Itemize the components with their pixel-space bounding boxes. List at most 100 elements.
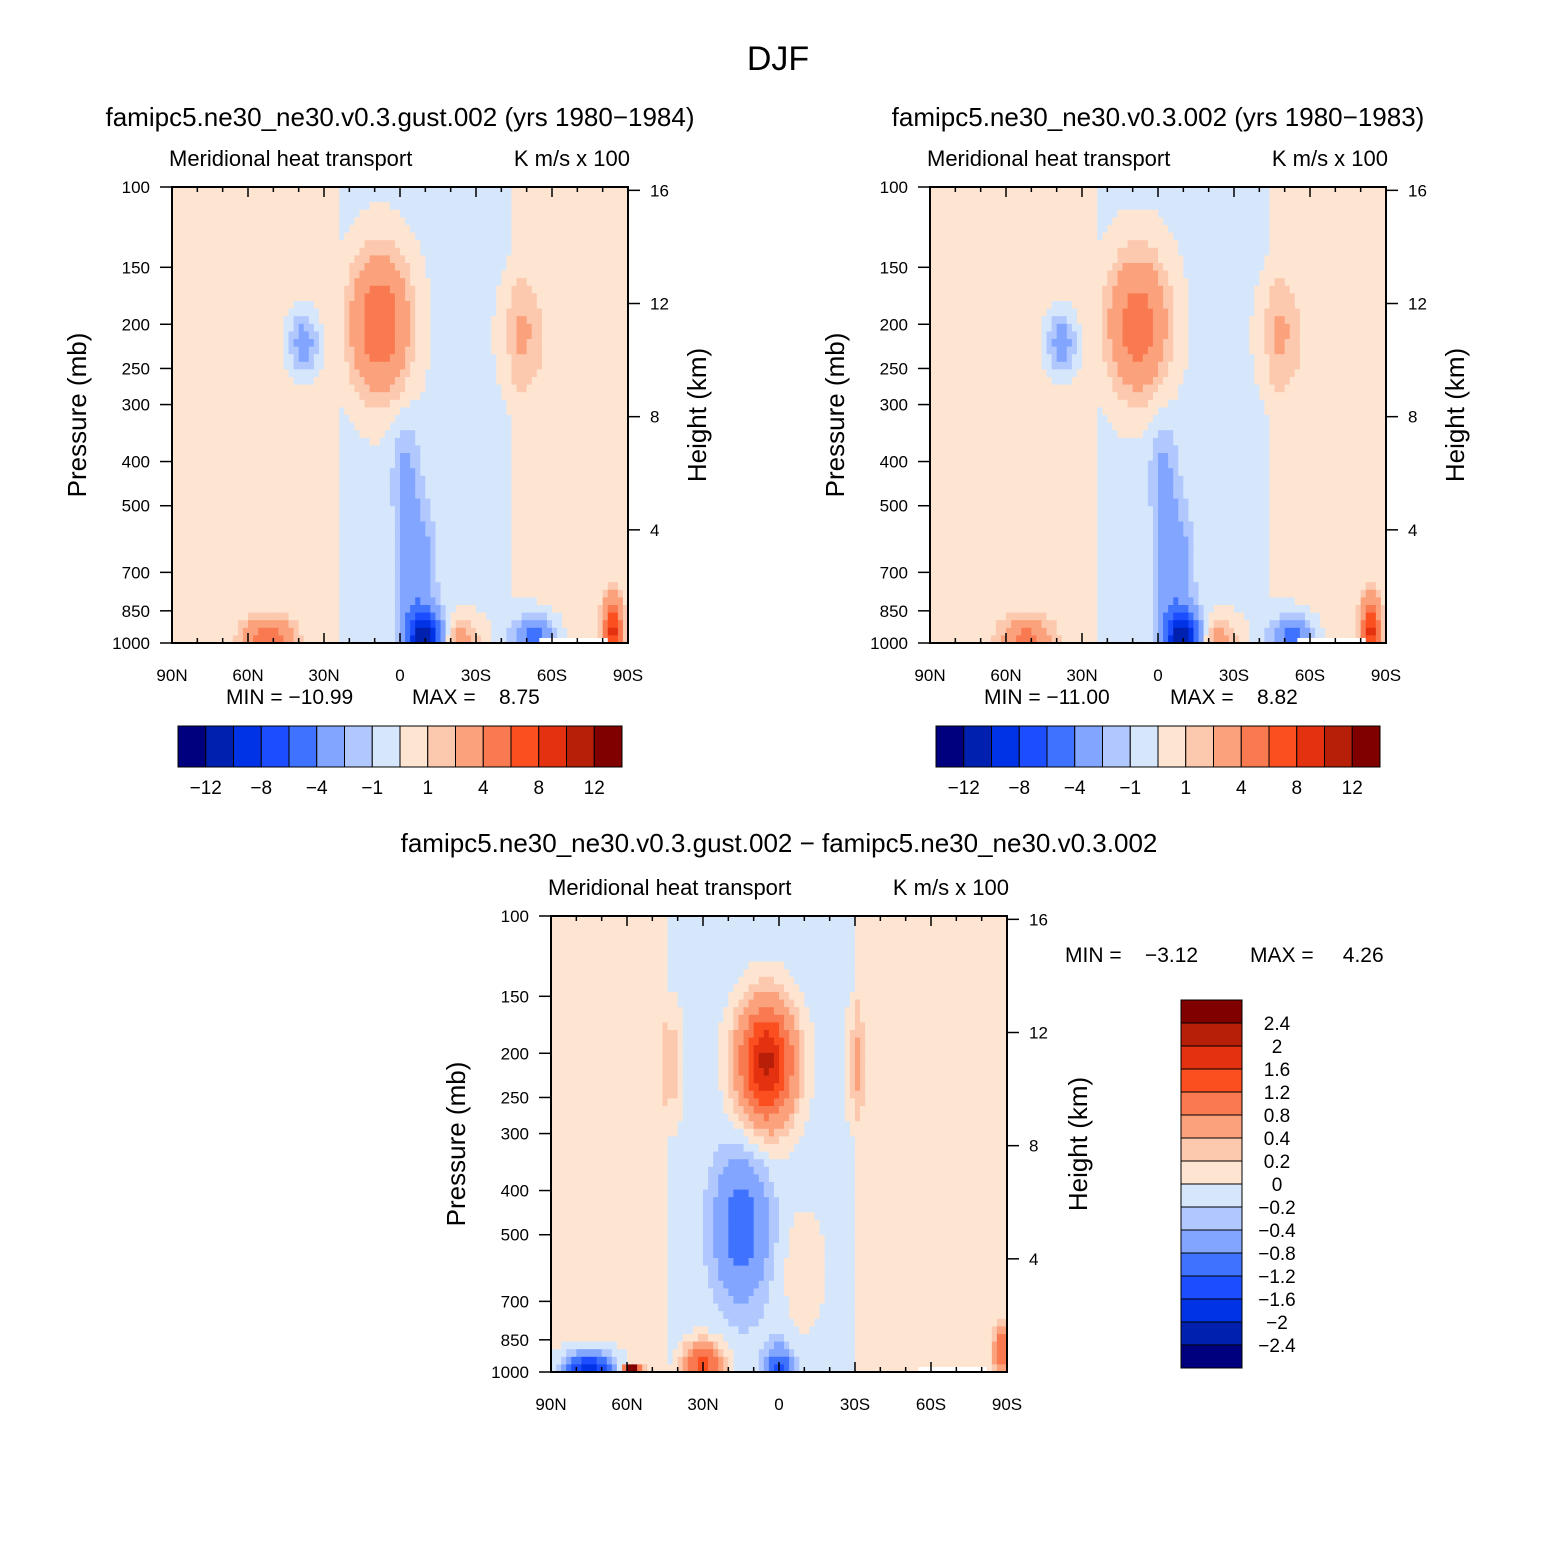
contour-cell [587, 194, 594, 203]
contour-cell [567, 475, 573, 484]
contour-cell [242, 605, 249, 614]
contour-cell [400, 567, 406, 576]
contour-cell [339, 278, 345, 287]
contour-cell [617, 187, 624, 196]
contour-cell [374, 589, 381, 598]
contour-cell [222, 460, 229, 469]
contour-cell [567, 361, 573, 370]
contour-cell [496, 293, 502, 302]
contour-cell [227, 529, 234, 538]
contour-cell [607, 437, 614, 446]
contour-cell [405, 255, 411, 264]
contour-cell [253, 301, 259, 310]
contour-cell [242, 285, 249, 294]
contour-cell [486, 232, 492, 241]
contour-cell [303, 399, 310, 408]
contour-cell [501, 361, 507, 370]
contour-cell [187, 468, 193, 477]
contour-cell [278, 544, 285, 553]
contour-cell [516, 536, 523, 545]
contour-cell [253, 437, 259, 446]
contour-cell [557, 278, 563, 287]
contour-cell [329, 582, 335, 591]
contour-cell [273, 460, 279, 469]
contour-cell [531, 491, 538, 500]
contour-cell [248, 323, 254, 332]
contour-cell [476, 346, 482, 355]
contour-cell [242, 361, 249, 370]
contour-cell [293, 491, 300, 500]
contour-cell [622, 468, 629, 477]
contour-cell [531, 513, 538, 522]
contour-cell [430, 475, 437, 484]
contour-cell [536, 407, 543, 416]
contour-cell [273, 270, 279, 279]
contour-cell [222, 217, 229, 226]
contour-cell [597, 278, 604, 287]
contour-cell [293, 240, 300, 249]
contour-cell [318, 437, 325, 446]
contour-cell [318, 567, 325, 576]
contour-cell [430, 331, 437, 340]
contour-cell [359, 202, 366, 211]
contour-cell [592, 559, 599, 568]
contour-cell [318, 491, 325, 500]
contour-cell [212, 278, 219, 287]
contour-cell [622, 225, 629, 234]
contour-cell [202, 369, 209, 378]
contour-cell [552, 506, 558, 515]
contour-cell [420, 225, 426, 234]
contour-cell [227, 399, 234, 408]
contour-cell [354, 544, 361, 553]
contour-cell [526, 361, 533, 370]
contour-cell [263, 399, 269, 408]
contour-cell [248, 240, 254, 249]
contour-cell [552, 369, 558, 378]
contour-cell [577, 437, 583, 446]
contour-cell [288, 346, 295, 355]
contour-cell [354, 384, 361, 393]
contour-cell [455, 308, 462, 317]
contour-cell [506, 422, 513, 431]
contour-cell [592, 255, 599, 264]
contour-cell [298, 194, 305, 203]
contour-cell [481, 468, 487, 477]
contour-cell [531, 453, 538, 462]
contour-cell [334, 255, 340, 264]
contour-cell [582, 529, 589, 538]
contour-cell [207, 506, 214, 515]
contour-cell [329, 468, 335, 477]
contour-cell [455, 323, 462, 332]
contour-cell [242, 209, 249, 218]
contour-cell [227, 278, 234, 287]
contour-cell [318, 361, 325, 370]
contour-cell [501, 483, 507, 492]
contour-cell [546, 544, 553, 553]
contour-cell [521, 232, 528, 241]
contour-cell [283, 422, 290, 431]
contour-cell [506, 559, 513, 568]
contour-cell [541, 194, 548, 203]
contour-cell [283, 498, 290, 507]
contour-cell [400, 453, 406, 462]
contour-cell [359, 399, 366, 408]
contour-cell [182, 323, 188, 332]
contour-cell [440, 475, 447, 484]
contour-cell [506, 445, 513, 454]
contour-cell [597, 551, 604, 560]
contour-cell [521, 445, 528, 454]
contour-cell [501, 582, 507, 591]
contour-cell [481, 437, 487, 446]
contour-cell [349, 217, 355, 226]
contour-cell [460, 225, 467, 234]
contour-cell [552, 232, 558, 241]
contour-cell [217, 430, 224, 439]
contour-cell [308, 354, 315, 363]
contour-cell [511, 589, 518, 598]
contour-cell [379, 339, 386, 348]
contour-cell [420, 506, 426, 515]
contour-cell [334, 232, 340, 241]
contour-cell [263, 430, 269, 439]
contour-cell [622, 475, 629, 484]
contour-cell [253, 567, 259, 576]
